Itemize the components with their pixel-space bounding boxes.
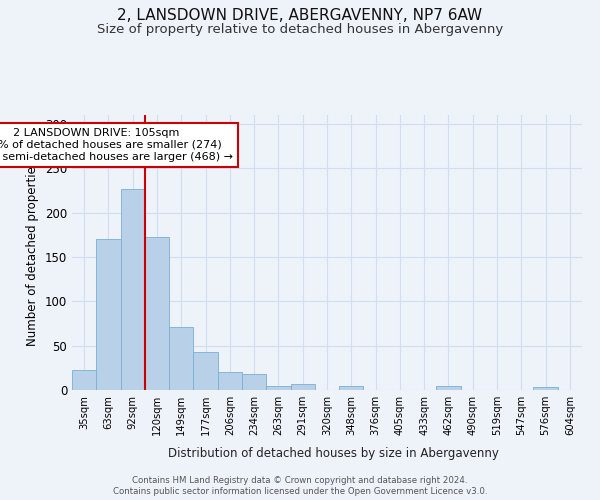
Bar xyxy=(290,384,315,390)
Text: Contains HM Land Registry data © Crown copyright and database right 2024.: Contains HM Land Registry data © Crown c… xyxy=(132,476,468,485)
Bar xyxy=(145,238,169,390)
Text: Distribution of detached houses by size in Abergavenny: Distribution of detached houses by size … xyxy=(167,448,499,460)
Y-axis label: Number of detached properties: Number of detached properties xyxy=(26,160,40,346)
Bar xyxy=(193,352,218,390)
Bar xyxy=(533,388,558,390)
Text: Contains public sector information licensed under the Open Government Licence v3: Contains public sector information licen… xyxy=(113,488,487,496)
Bar xyxy=(121,188,145,390)
Text: 2 LANSDOWN DRIVE: 105sqm
← 37% of detached houses are smaller (274)
62% of semi-: 2 LANSDOWN DRIVE: 105sqm ← 37% of detach… xyxy=(0,128,233,162)
Text: Size of property relative to detached houses in Abergavenny: Size of property relative to detached ho… xyxy=(97,22,503,36)
Bar xyxy=(339,386,364,390)
Text: 2, LANSDOWN DRIVE, ABERGAVENNY, NP7 6AW: 2, LANSDOWN DRIVE, ABERGAVENNY, NP7 6AW xyxy=(118,8,482,22)
Bar xyxy=(96,239,121,390)
Bar xyxy=(436,386,461,390)
Bar xyxy=(218,372,242,390)
Bar xyxy=(242,374,266,390)
Bar xyxy=(72,370,96,390)
Bar xyxy=(266,386,290,390)
Bar xyxy=(169,327,193,390)
